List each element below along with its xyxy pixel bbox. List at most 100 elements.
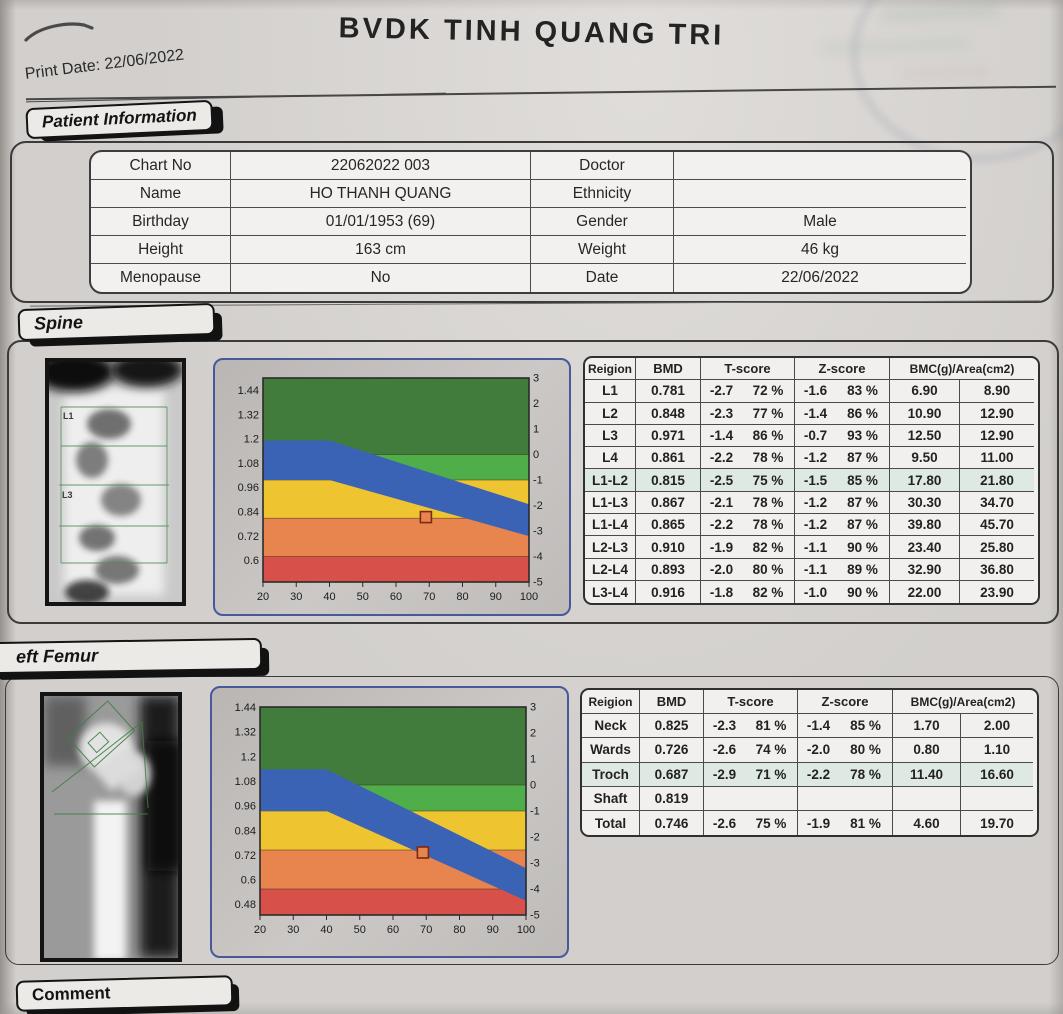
patient-field-label: Date — [531, 264, 674, 292]
cell-region: L2-L4 — [585, 558, 636, 581]
patient-data-point — [419, 510, 433, 524]
patient-field-value: 22/06/2022 — [781, 269, 859, 286]
cell-tscore: -2.7 — [701, 380, 742, 403]
patient-field-value: 22062022 003 — [231, 152, 531, 180]
cell-region: L1 — [585, 380, 636, 403]
cell-zscore-pct: 89 % — [836, 558, 890, 581]
axis-tick-label: 0.72 — [235, 850, 256, 862]
cell-bmc: 39.80 — [890, 514, 960, 537]
cell-zscore-pct: 87 % — [836, 491, 890, 515]
cell-area: 34.70 — [960, 492, 1034, 515]
cell-zscore: -1.2 — [795, 492, 836, 515]
axis-tick-label: 40 — [320, 924, 332, 936]
cell-tscore-pct: 78 % — [742, 491, 795, 515]
cell-region: Troch — [582, 762, 640, 787]
axis-tick-label: -4 — [530, 884, 540, 896]
cell-bmc: 23.40 — [890, 536, 960, 559]
cell-tscore: -1.9 — [701, 536, 742, 559]
cell-area: 19.70 — [980, 815, 1014, 831]
cell-bmd: 0.746 — [640, 810, 704, 836]
cell-bmc: 11.40 — [893, 762, 961, 787]
patient-field-value: HO THANH QUANG — [231, 180, 531, 208]
femur-xray-image — [40, 692, 182, 962]
axis-tick-label: 2 — [533, 398, 539, 410]
patient-field-value: No — [231, 264, 531, 292]
roi-grid — [59, 406, 169, 564]
cell-region: L3 — [585, 424, 636, 448]
axis-tick-label: 70 — [420, 924, 432, 936]
cell-region: Neck — [582, 714, 640, 739]
axis-tick-label: -3 — [533, 526, 543, 538]
cell-zscore-pct: 90 % — [836, 580, 890, 604]
cell-area: 12.90 — [960, 403, 1034, 425]
cell-bmc: 4.60 — [893, 810, 961, 836]
axis-tick-label: 0 — [533, 449, 539, 461]
cell-bmd: 0.861 — [636, 447, 701, 470]
axis-tick-label: 90 — [490, 591, 502, 603]
axis-tick-label: 0.96 — [235, 801, 256, 813]
pen-mark — [24, 22, 94, 42]
axis-tick-label: -1 — [530, 806, 540, 818]
patient-data-point — [416, 846, 430, 859]
patient-field-value: 163 cm — [231, 236, 531, 264]
cell-tscore: -2.5 — [701, 469, 742, 492]
cell-region: Total — [582, 810, 640, 836]
cell-bmd: 0.848 — [636, 402, 701, 425]
roi-overlay — [51, 700, 149, 815]
axis-tick-label: 1.2 — [241, 751, 256, 763]
column-header: BMD — [640, 690, 704, 715]
cell-tscore: -2.6 — [704, 738, 745, 763]
cell-tscore-pct: 75 % — [742, 469, 795, 492]
cell-region: Shaft — [582, 786, 640, 811]
cell-bmc: 17.80 — [890, 469, 960, 492]
cell-zscore: -2.0 — [798, 738, 839, 763]
axis-tick-label: 50 — [354, 924, 366, 936]
cell-zscore: -1.6 — [795, 380, 836, 403]
cell-tscore: -2.9 — [704, 762, 745, 787]
column-header: BMD — [636, 358, 701, 381]
axis-tick-label: 1.2 — [244, 434, 259, 446]
axis-tick-label: -4 — [533, 551, 543, 563]
patient-info-table: Chart No 22062022 003 Doctor Name HO THA… — [89, 150, 972, 294]
cell-tscore: -2.2 — [701, 514, 742, 537]
axis-tick-label: -5 — [533, 577, 543, 589]
cell-zscore: -1.4 — [795, 403, 836, 425]
cell-zscore-pct: 85 % — [836, 469, 890, 492]
reference-band — [260, 769, 526, 901]
patient-field-label: Chart No — [91, 152, 231, 180]
cell-zscore: -1.4 — [798, 714, 839, 739]
column-header: Z-score — [795, 358, 890, 381]
axis-tick-label: 50 — [357, 591, 369, 603]
cell-zscore: -1.9 — [806, 815, 831, 831]
cell-bmc — [893, 786, 961, 811]
cell-bmd: 0.687 — [640, 762, 704, 787]
axis-tick-label: 2 — [530, 728, 536, 740]
reference-band — [263, 440, 529, 537]
patient-field-label: Doctor — [531, 152, 674, 180]
axis-tick-label: 0.48 — [235, 899, 256, 911]
patient-field-label: Menopause — [91, 264, 231, 292]
axis-tick-label: -2 — [533, 500, 543, 512]
cell-zscore-pct: 87 % — [836, 514, 890, 537]
femur-results-table: Reigion BMD T-score Z-score BMC(g)/Area(… — [580, 688, 1039, 838]
cell-bmd: 0.726 — [640, 738, 704, 763]
section-tab-comment: Comment — [15, 975, 234, 1012]
axis-tick-label: 0.6 — [244, 555, 259, 567]
cell-region: L3-L4 — [585, 580, 636, 604]
cell-area: 23.90 — [980, 584, 1014, 600]
patient-field-label: Birthday — [91, 208, 231, 236]
axis-tick-label: 1.08 — [235, 776, 256, 788]
cell-zscore: -1.1 — [795, 559, 836, 581]
cell-bmc: 1.70 — [893, 714, 961, 739]
cell-bmd: 0.867 — [636, 491, 701, 515]
spine-results-table: Reigion BMD T-score Z-score BMC(g)/Area(… — [583, 356, 1040, 606]
cell-tscore-pct: 72 % — [742, 380, 795, 403]
cell-bmd: 0.865 — [636, 514, 701, 537]
cell-zscore-pct: 83 % — [836, 380, 890, 403]
cell-tscore-pct: 78 % — [742, 514, 795, 537]
cell-zscore-pct: 85 % — [839, 714, 893, 739]
cell-zscore: -1.0 — [803, 584, 828, 600]
axis-tick-label: -1 — [533, 475, 543, 487]
patient-field-value — [674, 152, 966, 180]
